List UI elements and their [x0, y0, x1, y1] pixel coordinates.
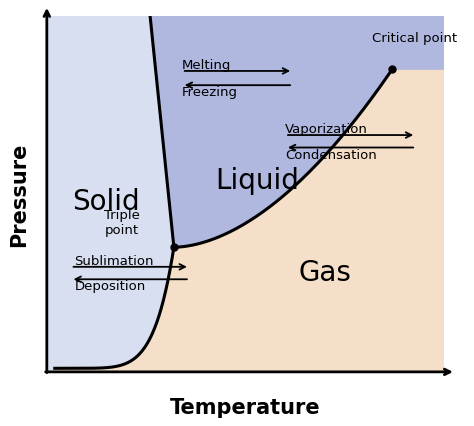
Text: Temperature: Temperature [170, 397, 321, 417]
Polygon shape [47, 17, 174, 372]
Text: Triple
point: Triple point [104, 209, 140, 237]
Text: Freezing: Freezing [182, 86, 238, 99]
Text: Critical point: Critical point [373, 32, 457, 45]
Polygon shape [150, 17, 444, 248]
Text: Condensation: Condensation [285, 148, 377, 161]
Text: Deposition: Deposition [74, 279, 146, 293]
Text: Vaporization: Vaporization [285, 123, 368, 136]
Text: Liquid: Liquid [215, 166, 299, 194]
Text: Gas: Gas [298, 259, 351, 286]
Text: Melting: Melting [182, 59, 231, 72]
Text: Solid: Solid [73, 187, 140, 216]
Text: Sublimation: Sublimation [74, 254, 154, 267]
Text: Pressure: Pressure [9, 142, 29, 246]
Polygon shape [47, 17, 444, 372]
